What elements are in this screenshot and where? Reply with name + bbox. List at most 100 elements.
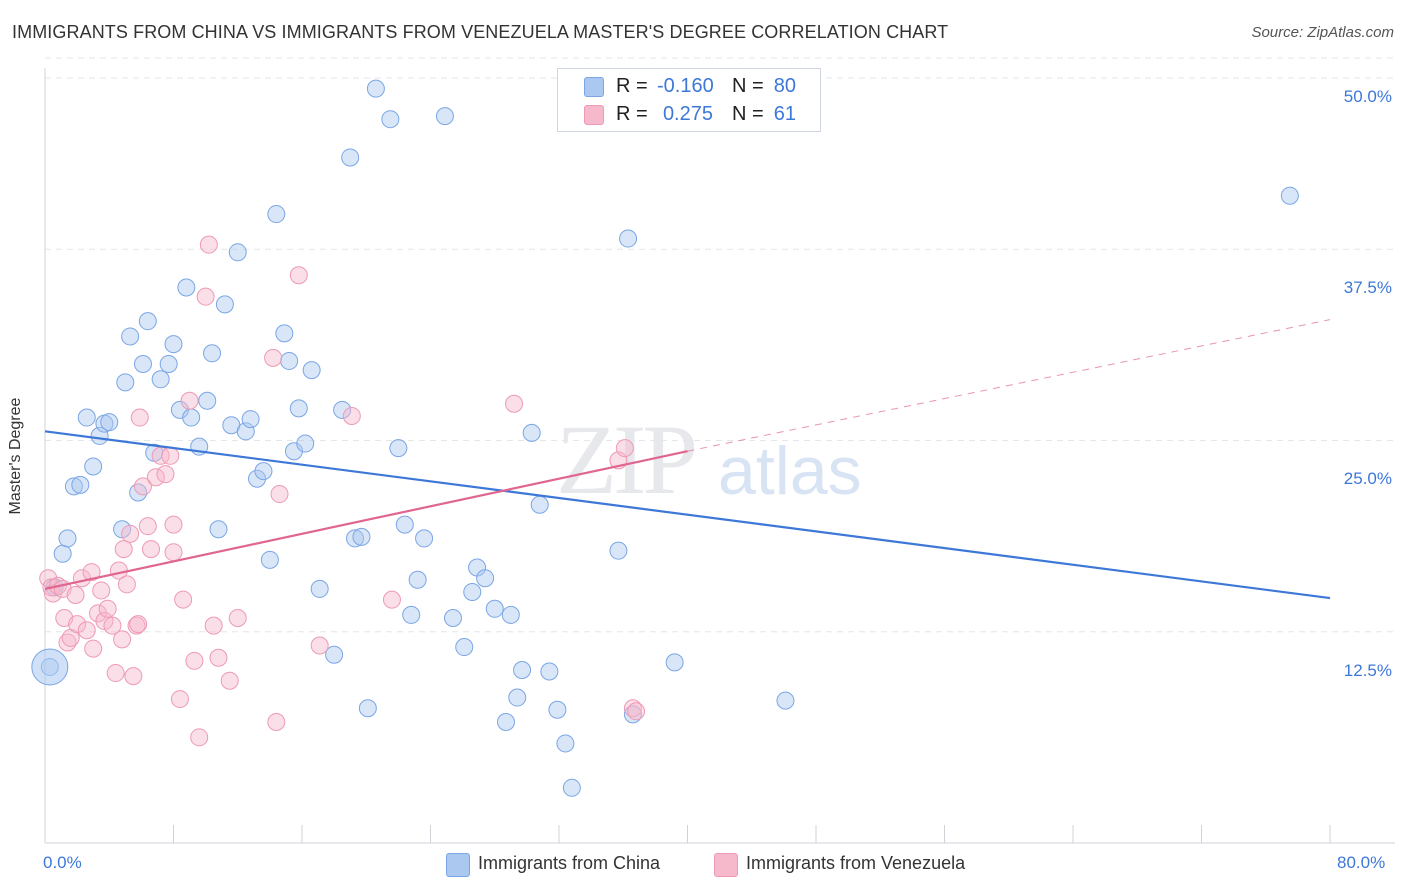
- point-venezuela-15: [92, 581, 111, 600]
- point-china-44: [325, 645, 344, 664]
- point-china-52: [389, 439, 408, 458]
- point-venezuela-47: [228, 608, 247, 627]
- point-china-4: [64, 477, 83, 496]
- point-china-18: [151, 370, 170, 389]
- point-china-47: [346, 529, 365, 548]
- bottom-legend-label-venezuela: Immigrants from Venezuela: [746, 853, 966, 873]
- point-china-37: [275, 324, 294, 343]
- point-china-50: [366, 79, 385, 98]
- point-venezuela-30: [142, 540, 161, 559]
- point-china-51: [381, 110, 400, 129]
- point-china-25: [198, 391, 217, 410]
- point-venezuela-48: [264, 348, 283, 367]
- y-tick-label-37-5: 37.5%: [1343, 278, 1392, 297]
- point-venezuela-40: [185, 651, 204, 670]
- point-china-68: [522, 423, 541, 442]
- point-venezuela-12: [82, 563, 101, 582]
- legend-n-label: N =: [732, 103, 764, 125]
- legend-r-value: 0.275: [662, 103, 713, 125]
- bottom-legend-label-china: Immigrants from China: [478, 853, 661, 873]
- point-venezuela-33: [156, 465, 175, 484]
- point-venezuela-25: [124, 667, 143, 686]
- legend-r-label: R =: [616, 75, 648, 97]
- point-china-70: [540, 662, 559, 681]
- point-venezuela-41: [190, 728, 209, 747]
- point-china-27: [209, 520, 228, 539]
- point-venezuela-36: [164, 543, 183, 562]
- stats-legend: R = -0.160 N = 80 R = 0.275 N = 61: [557, 68, 821, 132]
- point-china-34: [254, 462, 273, 481]
- point-venezuela-34: [161, 446, 180, 465]
- legend-n-label: N =: [732, 75, 764, 97]
- point-china-59: [455, 638, 474, 657]
- point-venezuela-31: [146, 468, 165, 487]
- point-china-35: [260, 550, 279, 569]
- point-venezuela-38: [174, 590, 193, 609]
- point-china-32: [241, 410, 260, 429]
- point-venezuela-21: [113, 630, 132, 649]
- point-venezuela-59: [627, 702, 646, 721]
- point-china-26: [203, 344, 222, 363]
- point-china-72: [556, 734, 575, 753]
- point-venezuela-24: [121, 524, 140, 543]
- point-venezuela-8: [66, 586, 85, 605]
- point-china-49: [358, 699, 377, 718]
- point-china-13: [121, 327, 140, 346]
- point-china-6: [77, 408, 96, 427]
- point-china-20: [164, 335, 183, 354]
- legend-swatch-venezuela: [584, 105, 604, 125]
- point-china-3: [58, 529, 77, 548]
- point-china-43: [310, 579, 329, 598]
- point-venezuela-44: [204, 616, 223, 635]
- trendline-venezuela: [44, 450, 688, 590]
- point-venezuela-17: [98, 599, 117, 618]
- point-china-65: [501, 605, 520, 624]
- stats-legend-row-china: R = -0.160 N = 80: [558, 71, 820, 101]
- point-venezuela-43: [199, 235, 218, 254]
- point-china-5: [71, 475, 90, 494]
- point-venezuela-55: [505, 394, 524, 413]
- point-china-80: [1280, 186, 1299, 205]
- point-china-30: [228, 243, 247, 262]
- legend-n-value: 61: [773, 103, 796, 125]
- point-venezuela-46: [220, 671, 239, 690]
- point-venezuela-9: [68, 615, 87, 634]
- point-venezuela-23: [117, 575, 136, 594]
- point-china-73: [562, 778, 581, 797]
- point-venezuela-39: [180, 391, 199, 410]
- point-china-76: [619, 229, 638, 248]
- point-venezuela-18: [103, 616, 122, 635]
- point-venezuela-50: [270, 485, 289, 504]
- point-china-large: [31, 648, 69, 686]
- point-china-67: [513, 661, 532, 679]
- legend-n-value: 80: [773, 75, 796, 97]
- x-tick-label-max: 80.0%: [1337, 853, 1386, 872]
- watermark-atlas: atlas: [718, 433, 862, 509]
- point-china-57: [435, 107, 454, 126]
- point-china-15: [133, 355, 152, 373]
- point-china-22: [177, 278, 196, 297]
- point-china-55: [408, 570, 427, 589]
- point-venezuela-45: [209, 648, 228, 667]
- point-china-60: [463, 582, 482, 601]
- point-china-14: [129, 483, 148, 502]
- point-china-12: [116, 373, 135, 392]
- point-china-62: [476, 569, 495, 588]
- point-venezuela-54: [382, 590, 401, 609]
- point-china-2: [53, 544, 72, 563]
- legend-swatch-china: [584, 77, 604, 97]
- point-venezuela-42: [196, 287, 215, 306]
- point-china-33: [248, 469, 267, 488]
- point-venezuela-27: [130, 408, 149, 427]
- point-china-48: [352, 527, 371, 546]
- point-venezuela-49: [267, 713, 286, 732]
- point-china-45: [333, 400, 352, 419]
- point-venezuela-13: [84, 639, 103, 658]
- point-china-7: [84, 457, 103, 476]
- point-china-75: [609, 541, 628, 560]
- point-china-38: [280, 351, 299, 370]
- point-china-71: [548, 700, 567, 719]
- point-venezuela-60: [129, 615, 148, 634]
- point-china-77: [623, 705, 642, 724]
- point-venezuela-29: [138, 517, 157, 536]
